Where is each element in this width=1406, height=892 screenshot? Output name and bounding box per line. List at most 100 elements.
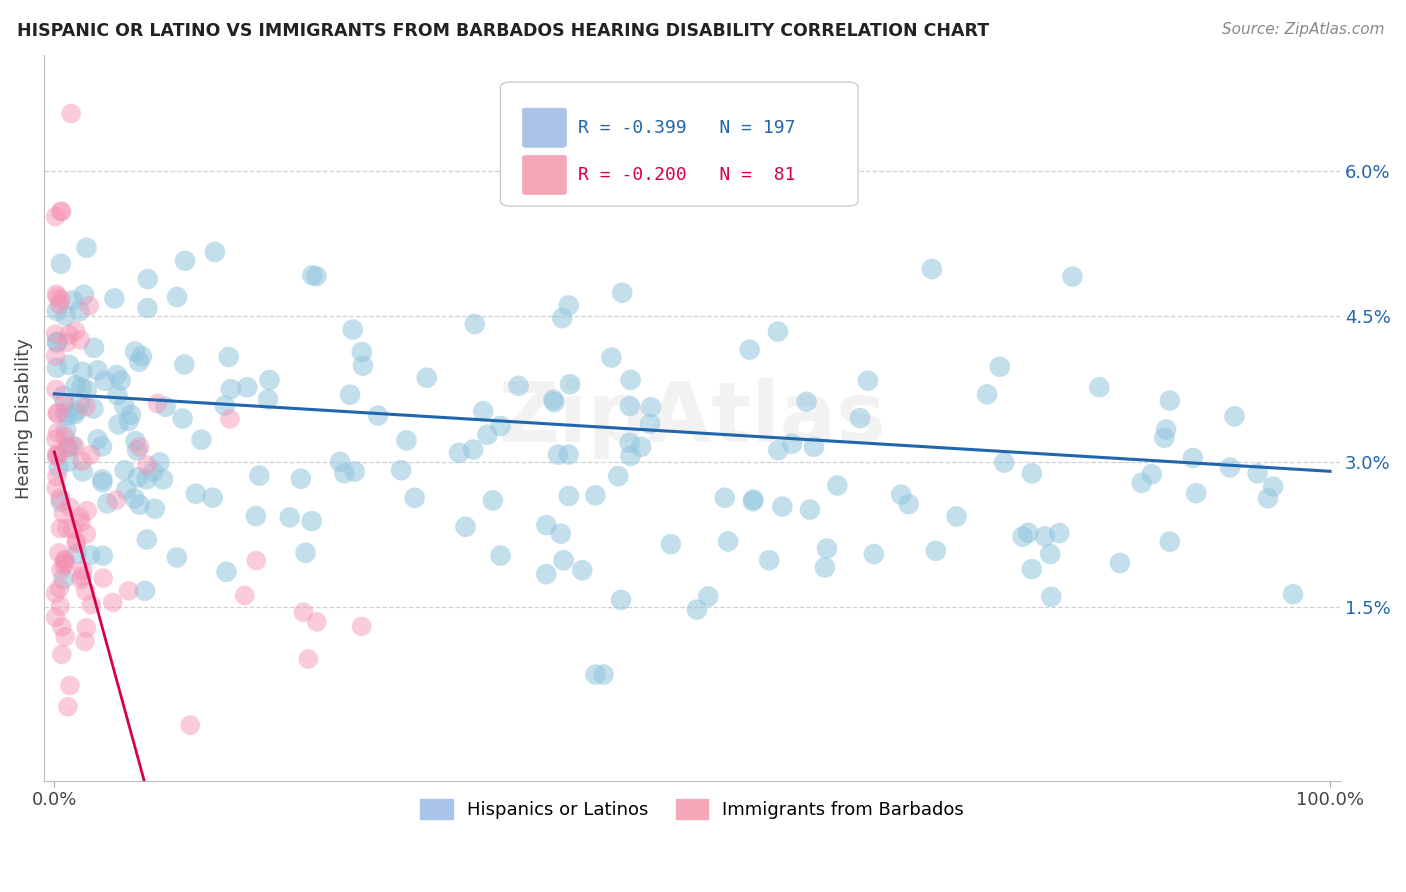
- Y-axis label: Hearing Disability: Hearing Disability: [15, 338, 32, 499]
- Text: Source: ZipAtlas.com: Source: ZipAtlas.com: [1222, 22, 1385, 37]
- Point: [56, 699, 79, 714]
- Point: [742, 494, 765, 508]
- Point: [75, 584, 97, 599]
- Point: [70, 573, 93, 587]
- Point: [124, 491, 146, 506]
- Point: [301, 514, 323, 528]
- Point: [333, 466, 356, 480]
- Point: [91, 549, 114, 563]
- Point: [128, 440, 150, 454]
- Point: [103, 292, 125, 306]
- Point: [49, 521, 72, 535]
- Point: [738, 343, 761, 357]
- Point: [72, 464, 94, 478]
- Point: [65, 536, 87, 550]
- Point: [55, 521, 77, 535]
- Point: [1109, 556, 1132, 570]
- Point: [686, 602, 709, 616]
- Point: [56, 441, 79, 455]
- Point: [1181, 451, 1204, 466]
- Point: [290, 472, 312, 486]
- Point: [75, 400, 97, 414]
- Text: HISPANIC OR LATINO VS IMMIGRANTS FROM BARBADOS HEARING DISABILITY CORRELATION CH: HISPANIC OR LATINO VS IMMIGRANTS FROM BA…: [17, 22, 988, 40]
- Point: [536, 518, 558, 533]
- Point: [1219, 460, 1241, 475]
- Point: [477, 427, 499, 442]
- Point: [127, 443, 149, 458]
- Point: [124, 344, 146, 359]
- Point: [135, 472, 157, 486]
- Point: [215, 565, 238, 579]
- Point: [1062, 269, 1084, 284]
- Point: [190, 433, 212, 447]
- Point: [76, 241, 98, 255]
- Point: [508, 379, 530, 393]
- Point: [294, 546, 316, 560]
- Point: [799, 502, 821, 516]
- Point: [1140, 467, 1163, 482]
- Point: [292, 605, 315, 619]
- Point: [713, 491, 735, 505]
- Point: [350, 619, 373, 633]
- Point: [489, 549, 512, 563]
- Point: [173, 358, 195, 372]
- Point: [73, 287, 96, 301]
- Point: [124, 434, 146, 448]
- Point: [166, 550, 188, 565]
- Point: [489, 419, 512, 434]
- Point: [619, 373, 641, 387]
- Point: [87, 363, 110, 377]
- Text: R = -0.200   N =  81: R = -0.200 N = 81: [578, 166, 796, 184]
- Text: ZipAtlas: ZipAtlas: [498, 377, 886, 458]
- Point: [59, 679, 82, 693]
- Point: [128, 355, 150, 369]
- Point: [897, 497, 920, 511]
- Point: [659, 537, 682, 551]
- Point: [91, 571, 114, 585]
- Point: [863, 547, 886, 561]
- Point: [142, 465, 165, 479]
- Point: [257, 392, 280, 407]
- Point: [583, 488, 606, 502]
- Point: [53, 395, 76, 409]
- Point: [352, 359, 374, 373]
- Point: [297, 652, 319, 666]
- Point: [640, 401, 662, 415]
- Point: [148, 455, 170, 469]
- Point: [988, 359, 1011, 374]
- Point: [136, 301, 159, 315]
- Point: [143, 501, 166, 516]
- Point: [46, 469, 69, 483]
- Point: [94, 374, 117, 388]
- Point: [547, 448, 569, 462]
- Point: [1021, 467, 1043, 481]
- Point: [1257, 491, 1279, 506]
- Point: [638, 417, 661, 431]
- Point: [49, 491, 72, 505]
- Point: [305, 269, 328, 284]
- Point: [976, 387, 998, 401]
- Point: [135, 533, 157, 547]
- Point: [58, 441, 80, 455]
- Point: [610, 285, 633, 300]
- Point: [58, 327, 80, 342]
- Point: [630, 440, 652, 454]
- Point: [814, 560, 837, 574]
- Point: [96, 496, 118, 510]
- Point: [543, 392, 565, 407]
- Point: [79, 548, 101, 562]
- Point: [890, 487, 912, 501]
- Point: [45, 586, 67, 600]
- Point: [717, 534, 740, 549]
- Point: [53, 553, 76, 567]
- Point: [70, 569, 93, 583]
- Legend: Hispanics or Latinos, Immigrants from Barbados: Hispanics or Latinos, Immigrants from Ba…: [413, 792, 972, 826]
- Point: [91, 439, 114, 453]
- Point: [83, 341, 105, 355]
- Point: [49, 599, 72, 613]
- Point: [236, 380, 259, 394]
- Point: [53, 553, 76, 567]
- Point: [46, 447, 69, 461]
- Point: [49, 563, 72, 577]
- Point: [55, 556, 77, 570]
